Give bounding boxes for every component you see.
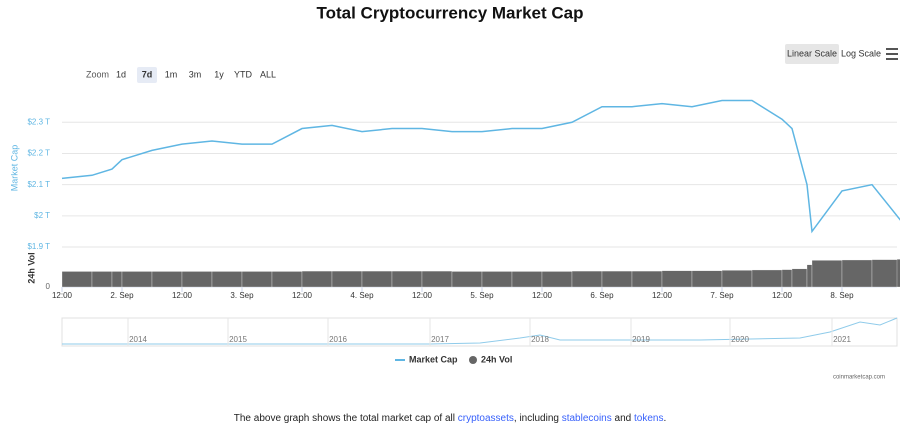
y-axis: $1.9 T $2 T $2.1 T $2.2 T $2.3 T — [27, 117, 50, 251]
volume-bar — [241, 271, 273, 288]
volume-bar — [301, 270, 333, 288]
navigator-year: 2015 — [229, 335, 247, 344]
navigator-year: 2020 — [731, 335, 749, 344]
zoom-button[interactable]: YTD — [234, 69, 253, 79]
volume-bar — [181, 271, 213, 288]
legend-label[interactable]: Market Cap — [409, 354, 458, 364]
x-tick-label: 12:00 — [52, 291, 73, 300]
volume-bar — [271, 271, 303, 288]
x-tick-label: 8. Sep — [830, 291, 854, 300]
volume-bar — [151, 271, 183, 288]
volume-bar — [871, 259, 900, 288]
navigator-year: 2016 — [329, 335, 347, 344]
volume-bar — [421, 270, 453, 288]
x-tick-label: 12:00 — [412, 291, 433, 300]
footer-text: and — [612, 413, 634, 423]
footer-link[interactable]: tokens — [634, 413, 663, 423]
y-tick-label: $2 T — [34, 211, 50, 220]
x-tick-label: 12:00 — [652, 291, 673, 300]
x-tick-label: 3. Sep — [230, 291, 254, 300]
x-tick-label: 12:00 — [172, 291, 193, 300]
chart-title: Total Cryptocurrency Market Cap — [316, 3, 583, 22]
footer-link[interactable]: stablecoins — [562, 413, 612, 423]
legend-symbol — [469, 356, 477, 364]
x-tick-label: 6. Sep — [590, 291, 614, 300]
navigator-year: 2018 — [531, 335, 549, 344]
y-axis-title: Market Cap — [9, 145, 19, 192]
volume-bar — [601, 270, 633, 288]
volume-bar — [661, 270, 693, 288]
zoom-button[interactable]: ALL — [260, 69, 276, 79]
y-tick-label: $2.3 T — [27, 117, 50, 126]
volume-bar — [691, 270, 723, 288]
x-tick-label: 2. Sep — [110, 291, 134, 300]
footer-text: The above graph shows the total market c… — [234, 413, 458, 423]
scale-button[interactable]: Log Scale — [841, 48, 881, 58]
credit: coinmarketcap.com — [833, 375, 885, 381]
footer-text: The above graph shows the total market c… — [234, 413, 667, 423]
volume-bar — [541, 271, 573, 288]
navigator-year: 2019 — [632, 335, 650, 344]
volume-bar — [841, 259, 873, 288]
volume-bar — [61, 271, 93, 288]
x-tick-label: 4. Sep — [350, 291, 374, 300]
scale-button[interactable]: Linear Scale — [787, 48, 837, 58]
volume-bar — [811, 260, 843, 288]
x-tick-label: 12:00 — [532, 291, 553, 300]
zoom-button[interactable]: 1m — [165, 69, 178, 79]
navigator-year: 2017 — [431, 335, 449, 344]
volume-bar — [361, 270, 393, 288]
zoom-label: Zoom — [86, 69, 109, 79]
volume-bar — [806, 264, 813, 288]
volume-bar — [451, 271, 483, 288]
volume-bar — [511, 271, 543, 288]
x-tick-label: 5. Sep — [470, 291, 494, 300]
button-bg — [785, 44, 839, 64]
volume-bar — [331, 270, 363, 288]
y2-axis-title: 24h Vol — [26, 252, 36, 283]
volume-bar — [481, 271, 513, 288]
x-tick-label: 7. Sep — [710, 291, 734, 300]
x-tick-label: 12:00 — [772, 291, 793, 300]
volume-bar — [631, 270, 663, 288]
navigator-frame — [61, 317, 898, 347]
y2-tick-label: 0 — [46, 282, 51, 291]
market-cap-line — [61, 99, 900, 234]
y-tick-label: $2.2 T — [27, 149, 50, 158]
footer-text: . — [663, 413, 666, 423]
volume-bar — [781, 269, 793, 288]
zoom-button[interactable]: 7d — [142, 69, 153, 79]
zoom-button[interactable]: 1d — [116, 69, 126, 79]
legend-label[interactable]: 24h Vol — [481, 354, 512, 364]
navigator-year: 2021 — [833, 335, 851, 344]
footer-text: , including — [514, 413, 562, 423]
footer-link[interactable]: cryptoassets — [458, 413, 514, 423]
volume-bar — [391, 270, 423, 288]
volume-bar — [791, 268, 808, 288]
volume-bar — [721, 270, 753, 288]
zoom-button[interactable]: 1y — [214, 69, 224, 79]
navigator-year: 2014 — [129, 335, 147, 344]
button-bg — [137, 67, 157, 83]
volume-bar — [91, 271, 113, 288]
volume-bars — [61, 259, 900, 288]
volume-bar — [211, 271, 243, 288]
zoom-button[interactable]: 3m — [189, 69, 202, 79]
volume-bar — [571, 270, 603, 288]
y-tick-label: $2.1 T — [27, 180, 50, 189]
volume-bar — [111, 271, 123, 288]
navigator-line — [62, 317, 898, 345]
volume-bar — [121, 271, 153, 288]
x-tick-label: 12:00 — [292, 291, 313, 300]
menu-icon[interactable] — [886, 48, 898, 60]
y-tick-label: $1.9 T — [27, 242, 50, 251]
volume-bar — [751, 269, 783, 288]
